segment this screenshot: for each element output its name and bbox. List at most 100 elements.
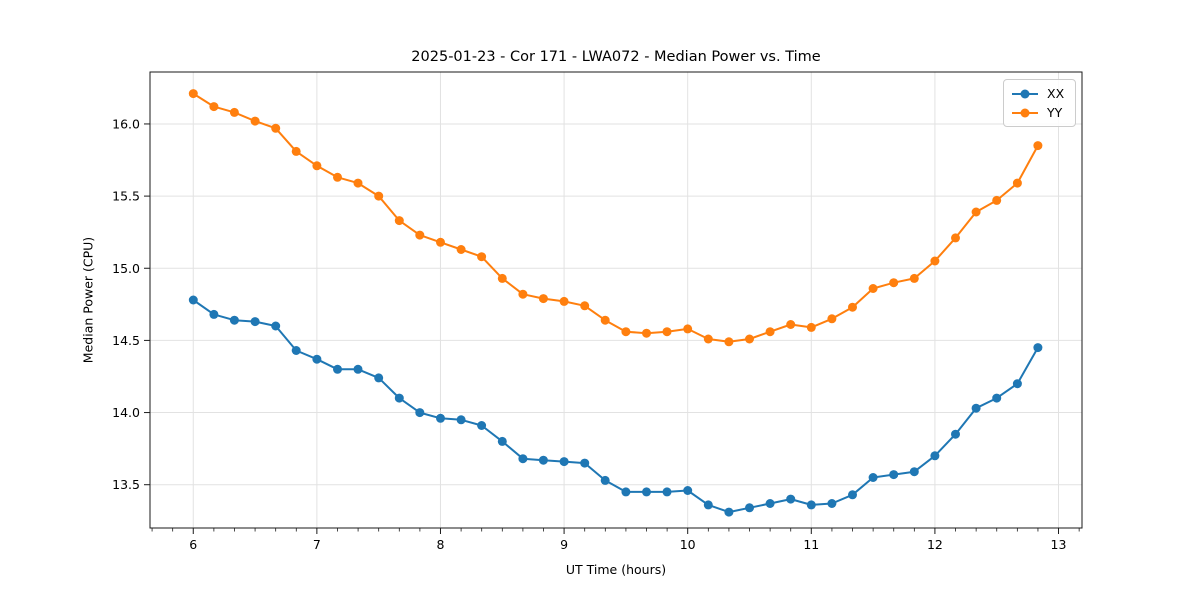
data-point [456,245,466,254]
data-point [909,467,919,477]
x-tick-label: 6 [189,537,197,552]
data-point [703,500,713,510]
x-minor-ticks [151,528,1080,532]
x-tick-label: 8 [437,537,445,552]
data-point [353,178,363,188]
data-point [291,146,301,156]
legend-label-xx: XX [1047,86,1065,101]
x-axis-label: UT Time (hours) [565,562,667,577]
data-point [642,487,651,497]
legend-line-yy-icon [1012,108,1038,117]
data-point [374,191,384,201]
series-xx-markers [188,295,1043,517]
data-point [415,230,425,240]
data-point [271,321,281,331]
x-tick-label: 13 [1051,537,1067,552]
x-tick-label: 12 [927,537,943,552]
data-point [600,475,610,485]
data-point [477,421,487,430]
data-point [477,252,487,262]
data-point [621,327,631,337]
data-point [724,337,734,347]
data-point [930,256,940,266]
data-point [827,314,837,324]
data-point [889,278,899,288]
data-point [889,470,899,480]
y-tick-label: 16.0 [112,116,140,131]
data-point [786,494,796,504]
legend-label-yy: YY [1047,105,1063,120]
data-point [271,123,281,133]
data-point [992,393,1002,403]
data-point [806,322,816,332]
data-point [229,315,239,325]
x-tick-label: 7 [313,537,321,552]
data-point [786,320,796,329]
data-point [971,207,981,217]
data-point [703,334,713,344]
data-point [806,500,816,510]
data-point [868,284,878,293]
data-point [436,413,445,423]
series-yy-markers [188,89,1043,347]
data-point [518,454,528,464]
x-tick-label: 11 [803,537,819,552]
data-point [765,327,775,337]
legend-item-xx: XX [1010,84,1069,103]
series-yy-line [192,92,1039,343]
chart-title: 2025-01-23 - Cor 171 - LWA072 - Median P… [411,49,821,65]
data-point [394,393,404,403]
data-point [951,429,960,439]
y-tick-label: 15.0 [112,261,140,276]
data-point [683,324,693,334]
data-point [765,499,775,508]
y-axis-label: Median Power (CPU) [80,236,96,364]
data-point [250,317,260,327]
data-point [229,107,239,117]
data-point [209,309,219,319]
series-xx-line [192,299,1039,514]
data-point [848,490,857,500]
data-point [662,327,672,337]
data-point [518,289,528,299]
data-point [353,364,363,374]
data-point [827,499,837,508]
data-point [538,294,548,304]
legend: XX YY [1003,79,1076,127]
data-point [745,334,754,344]
data-point [724,507,734,517]
data-point [971,403,981,413]
data-point [930,451,940,461]
data-point [456,415,466,425]
data-point [538,455,548,465]
data-point [312,354,322,364]
data-point [848,302,857,312]
data-point [621,487,631,497]
data-point [951,233,960,243]
data-point [600,315,610,325]
data-point [497,436,507,446]
data-point [188,89,198,99]
data-point [745,503,754,513]
data-point [291,346,301,355]
data-point [683,486,693,495]
data-point [868,473,878,482]
y-tick-label: 14.0 [112,405,140,420]
data-point [394,216,404,226]
grid [150,72,1082,528]
data-point [209,102,219,112]
x-tick-label: 9 [560,537,568,552]
data-point [559,457,569,467]
legend-line-xx-icon [1012,89,1038,98]
data-point [559,296,569,306]
y-tick-label: 14.5 [112,333,140,348]
data-point [374,373,384,383]
axes-frame [149,71,1083,529]
y-tick-label: 15.5 [112,189,140,204]
data-point [497,273,507,283]
legend-item-yy: YY [1010,103,1069,122]
data-point [1012,178,1022,188]
data-point [1033,141,1043,151]
